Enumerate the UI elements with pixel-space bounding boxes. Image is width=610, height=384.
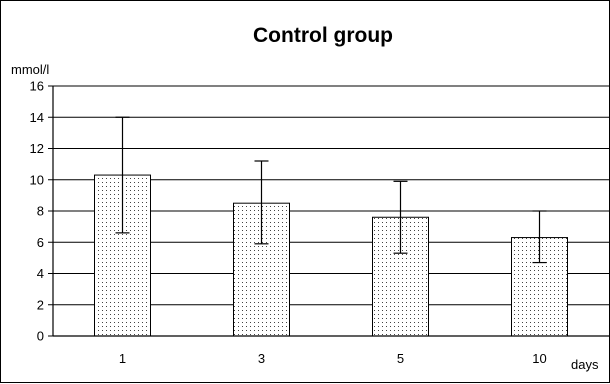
y-tick-label: 14	[30, 110, 44, 125]
error-bar	[532, 210, 547, 264]
y-tick-label: 2	[37, 297, 44, 312]
chart-title: Control group	[253, 24, 393, 47]
x-tick-label: 1	[119, 351, 126, 366]
y-tick-label: 10	[30, 172, 44, 187]
error-bar	[393, 180, 408, 254]
error-bar	[254, 160, 269, 245]
error-bar	[115, 116, 130, 234]
bar	[511, 237, 568, 337]
x-tick-label: 5	[397, 351, 404, 366]
y-tick-label: 12	[30, 141, 44, 156]
y-axis-label: mmol/l	[11, 62, 49, 77]
x-tick-label: 10	[532, 351, 546, 366]
error-bars	[115, 116, 547, 264]
x-axis-label: days	[571, 357, 599, 372]
y-tick-label: 4	[37, 266, 44, 281]
x-tick-labels: 1 3 5 10	[119, 351, 547, 366]
y-tick-label: 0	[37, 329, 44, 344]
x-tick-label: 3	[258, 351, 265, 366]
bars	[94, 174, 568, 337]
y-tick-label: 6	[37, 235, 44, 250]
y-tick-labels: 0 2 4 6 8 10 12 14 16	[30, 79, 53, 344]
y-tick-label: 16	[30, 79, 44, 94]
y-tick-label: 8	[37, 204, 44, 219]
